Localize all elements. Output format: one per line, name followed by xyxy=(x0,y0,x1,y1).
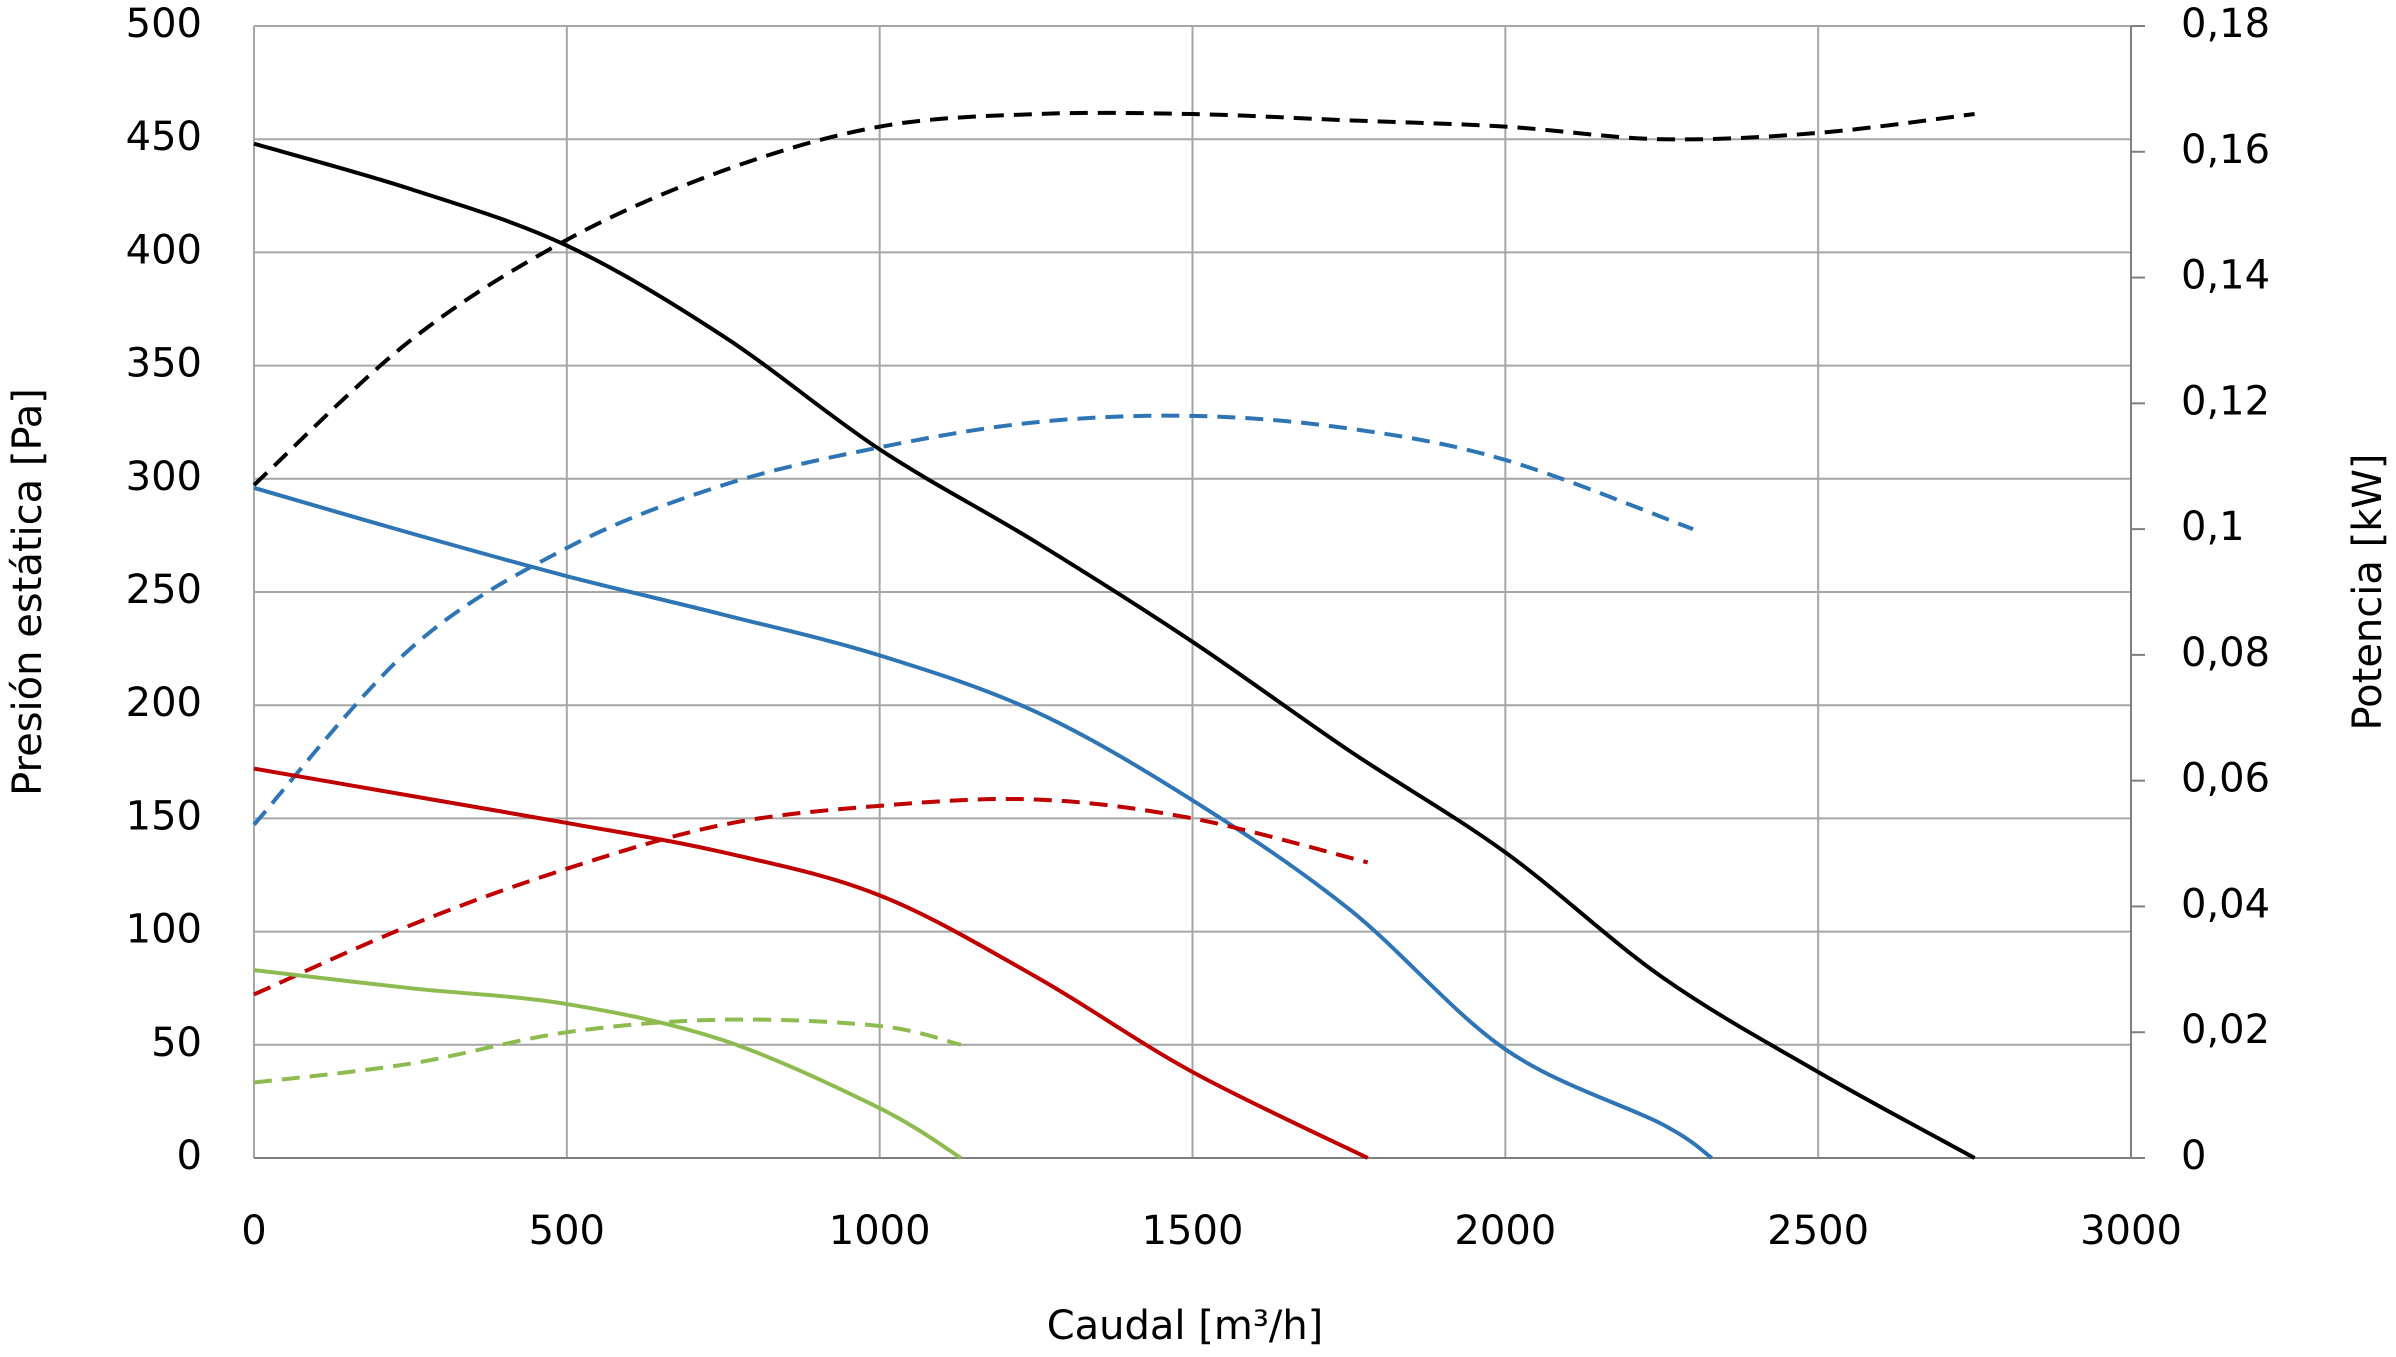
y-tick-label: 250 xyxy=(126,567,202,613)
line-series xyxy=(252,413,1694,827)
line-series xyxy=(253,968,963,1160)
y2-tick-label: 0,02 xyxy=(2181,1007,2270,1053)
x-tick-label: 1000 xyxy=(829,1208,931,1254)
x-axis-label: Caudal [m³/h] xyxy=(1047,1303,1324,1349)
line-series xyxy=(253,1017,962,1085)
y-tick-label: 350 xyxy=(126,341,202,387)
x-tick-label: 1500 xyxy=(1142,1208,1244,1254)
y2-tick-label: 0,06 xyxy=(2181,756,2270,802)
y2-tick-label: 0 xyxy=(2181,1133,2206,1179)
x-tick-label: 2000 xyxy=(1454,1208,1556,1254)
y-tick-label: 400 xyxy=(126,227,202,273)
line-series xyxy=(253,796,1369,997)
y2-tick-label: 0,18 xyxy=(2181,1,2270,47)
x-tick-label: 500 xyxy=(529,1208,605,1254)
y-tick-label: 450 xyxy=(126,114,202,160)
y-tick-label: 100 xyxy=(126,907,202,953)
y-tick-label: 200 xyxy=(126,680,202,726)
y-tick-label: 50 xyxy=(151,1020,202,1066)
line-series xyxy=(253,141,1976,1160)
y-tick-label: 150 xyxy=(126,793,202,839)
y2-tick-label: 0,08 xyxy=(2181,630,2270,676)
y2-tick-label: 0,04 xyxy=(2181,881,2270,927)
line-series xyxy=(253,485,1713,1160)
y2-tick-label: 0,12 xyxy=(2181,378,2270,424)
y2-tick-label: 0,14 xyxy=(2181,253,2270,299)
x-tick-label: 0 xyxy=(241,1208,266,1254)
y2-tick-label: 0,1 xyxy=(2181,504,2245,550)
x-tick-label: 2500 xyxy=(1767,1208,1869,1254)
y-axis-label: Presión estática [Pa] xyxy=(5,388,51,796)
y2-axis-label: Potencia [kW] xyxy=(2345,453,2391,730)
y2-tick-label: 0,16 xyxy=(2181,127,2270,173)
line-series xyxy=(252,110,1975,487)
x-tick-label: 3000 xyxy=(2080,1208,2182,1254)
y-tick-label: 0 xyxy=(177,1133,202,1179)
line-series xyxy=(253,766,1369,1160)
y-tick-label: 500 xyxy=(126,1,202,47)
y-tick-label: 300 xyxy=(126,454,202,500)
